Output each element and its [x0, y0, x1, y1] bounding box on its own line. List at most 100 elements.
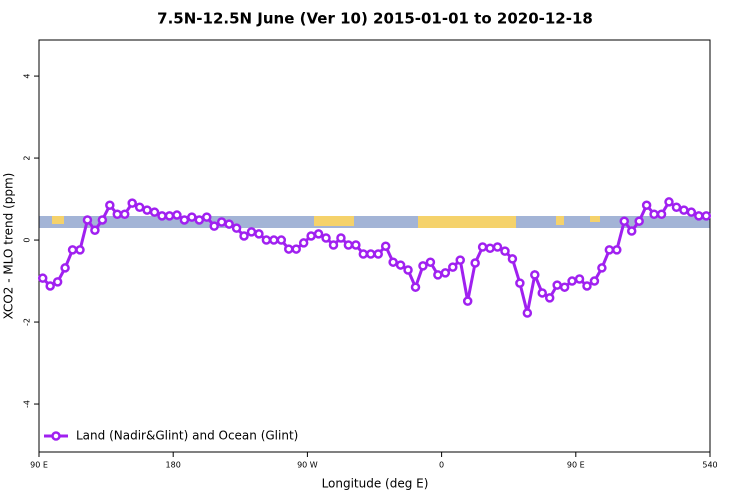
data-point [202, 212, 212, 222]
data-point [149, 207, 160, 217]
ocean-strip [39, 216, 710, 228]
data-point [395, 260, 406, 270]
data-point [455, 255, 465, 265]
plot-frame [38, 39, 711, 453]
legend-marker [51, 431, 61, 441]
data-point [641, 200, 652, 210]
data-point [500, 246, 510, 256]
data-point [388, 257, 398, 267]
data-point [686, 207, 697, 217]
data-point [351, 240, 361, 250]
data-point [60, 263, 70, 273]
x-tick-label: 180 [166, 461, 181, 470]
data-point [664, 197, 674, 207]
data-point [67, 245, 78, 255]
data-point [425, 257, 436, 267]
data-point [164, 211, 175, 221]
data-point [52, 277, 63, 287]
data-point [209, 221, 219, 231]
data-point [97, 215, 108, 225]
land-strip [556, 216, 564, 225]
x-tick-label: 0 [439, 461, 444, 470]
data-point [589, 276, 600, 286]
data-point [254, 229, 264, 239]
data-point [37, 273, 48, 283]
data-point [134, 202, 145, 213]
data-point [559, 282, 570, 292]
data-point [75, 245, 85, 255]
data-point [105, 200, 115, 210]
data-point [119, 209, 130, 219]
data-point [701, 211, 712, 221]
x-tick-label: 540 [702, 461, 717, 470]
x-tick-label: 90 E [30, 461, 48, 470]
y-tick-label: -4 [23, 400, 32, 408]
x-tick-label: 90 W [297, 461, 318, 470]
data-point [604, 245, 615, 255]
data-point [679, 205, 689, 215]
data-point [492, 242, 503, 252]
data-point [582, 281, 592, 291]
data-point [142, 205, 152, 215]
y-tick-label: 2 [23, 156, 32, 161]
data-point [366, 249, 376, 259]
data-point [187, 212, 197, 222]
data-point [343, 240, 354, 250]
data-point [619, 216, 630, 226]
land-strip [314, 216, 354, 226]
data-point [261, 235, 272, 245]
data-point [544, 293, 555, 303]
land-ocean-strip [39, 216, 710, 228]
data-point [634, 216, 644, 226]
data-point [127, 198, 137, 208]
data-point [649, 209, 659, 219]
data-point [306, 231, 316, 241]
data-point [276, 235, 287, 245]
data-point [224, 219, 234, 229]
data-point [552, 280, 562, 290]
data-point [537, 288, 547, 298]
data-point [485, 243, 495, 254]
data-point [157, 211, 167, 221]
data-point [433, 270, 443, 280]
data-point [597, 263, 607, 273]
data-point [462, 296, 473, 306]
data-point [626, 226, 637, 236]
data-point [515, 278, 525, 288]
data-point [216, 217, 227, 227]
data-point [328, 240, 339, 250]
data-point [440, 268, 451, 278]
x-tick-label: 90 E [567, 461, 585, 470]
data-point [567, 276, 577, 286]
data-point [448, 262, 458, 272]
data-point [172, 210, 182, 220]
data-point [291, 244, 301, 254]
data-point [403, 265, 413, 275]
data-point [112, 209, 123, 219]
land-strip [590, 216, 600, 222]
y-tick-label: 4 [23, 74, 32, 79]
data-point [231, 223, 242, 233]
data-point [313, 229, 324, 239]
x-axis-label: Longitude (deg E) [322, 477, 429, 491]
data-point [470, 258, 480, 268]
data-point [671, 202, 682, 213]
data-point [82, 215, 93, 225]
land-strip [52, 216, 64, 224]
data-point [507, 254, 518, 264]
data-point [194, 215, 205, 225]
data-point [336, 233, 346, 243]
chart-title: 7.5N-12.5N June (Ver 10) 2015-01-01 to 2… [157, 10, 593, 28]
y-axis-label: XCO2 - MLO trend (ppm) [2, 173, 16, 320]
data-point [298, 238, 309, 248]
data-point [284, 244, 294, 254]
data-point [477, 242, 488, 252]
data-point [239, 231, 249, 241]
data-point [321, 233, 331, 243]
y-tick-label: 0 [23, 238, 32, 243]
y-tick-label: -2 [23, 318, 32, 326]
data-point [612, 245, 622, 255]
data-point [694, 211, 704, 221]
data-point [380, 241, 391, 251]
